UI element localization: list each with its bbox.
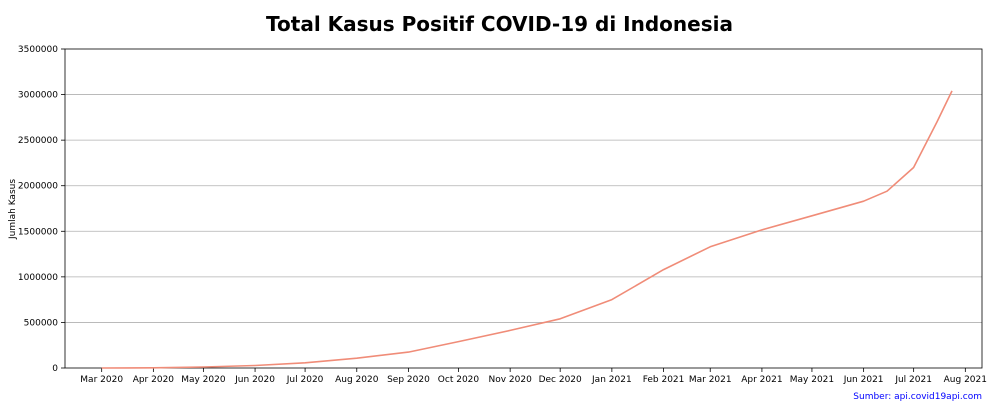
x-tick-label: Jun 2020 <box>234 375 275 385</box>
y-tick-label: 500000 <box>24 318 59 328</box>
y-axis-label: Jumlah Kasus <box>8 179 18 240</box>
x-tick-label: Apr 2020 <box>133 375 175 385</box>
x-tick-label: Sep 2020 <box>387 375 430 385</box>
x-tick-label: Feb 2021 <box>643 375 685 385</box>
x-tick-label: Aug 2020 <box>335 375 379 385</box>
x-tick-label: May 2020 <box>181 375 226 385</box>
x-tick-label: Aug 2021 <box>944 375 987 385</box>
x-tick-label: May 2021 <box>790 375 834 385</box>
x-tick-label: Dec 2020 <box>539 375 582 385</box>
x-tick-label: Mar 2021 <box>689 375 732 385</box>
chart-title: Total Kasus Positif COVID-19 di Indonesi… <box>266 12 733 36</box>
grid-lines <box>65 94 982 323</box>
y-tick-label: 1500000 <box>18 227 58 237</box>
source-note: Sumber: api.covid19api.com <box>853 392 982 402</box>
x-tick-label: Jul 2020 <box>286 375 324 385</box>
y-tick-label: 1000000 <box>18 273 58 283</box>
y-tick-label: 2500000 <box>18 136 58 146</box>
y-tick-label: 0 <box>52 364 58 374</box>
x-tick-label: Oct 2020 <box>438 375 480 385</box>
x-tick-label: Apr 2021 <box>741 375 782 385</box>
y-tick-label: 3500000 <box>18 45 58 55</box>
ticks: 0 500000 1000000 1500000 2000000 2500000 30000… <box>18 45 987 385</box>
x-tick-label: Nov 2020 <box>488 375 532 385</box>
y-tick-label: 3000000 <box>18 91 58 101</box>
axes <box>64 48 983 369</box>
series-line <box>101 90 953 369</box>
x-tick-label: Jul 2021 <box>894 375 932 385</box>
x-tick-label: Jan 2021 <box>591 375 632 385</box>
y-tick-label: 2000000 <box>18 182 58 192</box>
x-tick-label: Mar 2020 <box>80 375 123 385</box>
series <box>101 90 953 369</box>
axes-frame <box>64 48 983 369</box>
x-tick-label: Jun 2021 <box>843 375 884 385</box>
